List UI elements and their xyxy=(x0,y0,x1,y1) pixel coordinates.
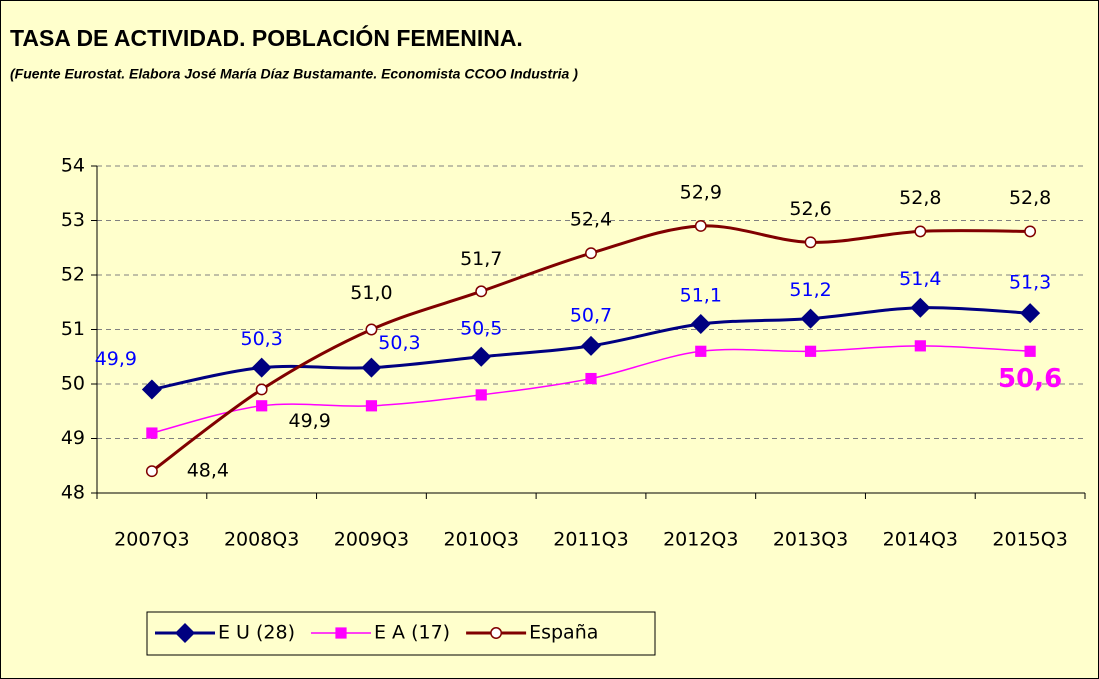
y-tick-label: 53 xyxy=(61,209,85,231)
y-tick-label: 48 xyxy=(61,482,85,504)
y-tick-label: 52 xyxy=(61,264,85,286)
data-label: 50,7 xyxy=(570,304,612,326)
marker xyxy=(475,285,488,298)
data-label: 49,9 xyxy=(95,348,137,370)
marker xyxy=(804,345,817,357)
marker xyxy=(690,314,711,335)
data-label: 51,4 xyxy=(899,268,941,290)
data-label: 50,6 xyxy=(998,364,1062,394)
data-label: 52,6 xyxy=(789,198,831,220)
marker xyxy=(145,465,158,478)
marker xyxy=(1024,225,1037,238)
x-tick-label: 2011Q3 xyxy=(553,529,628,551)
data-label: 51,7 xyxy=(460,248,502,270)
marker xyxy=(1020,303,1041,324)
marker xyxy=(475,389,487,401)
x-tick-label: 2014Q3 xyxy=(883,529,958,551)
legend-label: España xyxy=(529,622,598,644)
data-label: 51,3 xyxy=(1009,272,1051,294)
x-tick-label: 2009Q3 xyxy=(334,529,409,551)
marker xyxy=(910,297,931,318)
marker xyxy=(490,627,503,639)
data-label: 52,4 xyxy=(570,209,612,231)
y-tick-label: 50 xyxy=(61,373,85,395)
x-tick-label: 2007Q3 xyxy=(114,529,189,551)
data-label: 50,3 xyxy=(241,328,283,350)
data-label: 49,9 xyxy=(289,410,331,432)
marker xyxy=(335,627,347,639)
marker xyxy=(365,400,378,412)
data-label: 51,1 xyxy=(680,285,722,307)
marker xyxy=(694,220,707,232)
marker xyxy=(175,623,195,643)
x-tick-label: 2012Q3 xyxy=(663,529,738,551)
marker xyxy=(581,335,601,356)
marker xyxy=(800,308,821,329)
marker xyxy=(914,225,927,238)
x-tick-label: 2015Q3 xyxy=(992,529,1067,551)
y-tick-label: 51 xyxy=(61,318,85,340)
data-label: 48,4 xyxy=(187,460,229,482)
x-tick-label: 2013Q3 xyxy=(773,529,848,551)
marker xyxy=(141,379,162,400)
marker xyxy=(914,340,926,352)
marker xyxy=(146,427,158,439)
marker xyxy=(256,400,268,412)
chart-title: TASA DE ACTIVIDAD. POBLACIÓN FEMENINA. xyxy=(10,24,523,51)
marker xyxy=(471,346,492,367)
data-label: 51,0 xyxy=(350,282,392,304)
legend-box xyxy=(146,611,656,656)
data-label: 52,9 xyxy=(680,181,722,203)
chart-subtitle: (Fuente Eurostat. Elabora José María Día… xyxy=(10,66,578,82)
marker xyxy=(361,357,382,378)
marker xyxy=(255,383,268,396)
legend-label: E U (28) xyxy=(218,622,295,644)
marker xyxy=(251,357,272,378)
x-tick-label: 2010Q3 xyxy=(444,529,519,551)
data-label: 51,2 xyxy=(789,279,831,301)
marker xyxy=(804,236,817,249)
marker xyxy=(365,323,378,336)
data-label: 50,3 xyxy=(378,332,420,354)
marker xyxy=(695,345,707,357)
x-tick-label: 2008Q3 xyxy=(224,529,299,551)
data-label: 52,8 xyxy=(899,187,941,209)
data-label: 52,8 xyxy=(1009,187,1051,209)
marker xyxy=(585,372,597,385)
y-tick-label: 49 xyxy=(61,427,85,449)
data-label: 50,5 xyxy=(460,317,502,339)
legend-label: E A (17) xyxy=(374,622,450,644)
y-tick-label: 54 xyxy=(61,155,85,177)
marker xyxy=(1024,345,1036,357)
marker xyxy=(585,247,597,260)
